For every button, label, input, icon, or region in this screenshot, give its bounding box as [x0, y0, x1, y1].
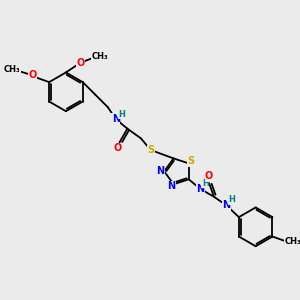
Text: O: O	[76, 58, 85, 68]
Text: H: H	[118, 110, 125, 118]
Text: N: N	[196, 184, 205, 194]
Text: H: H	[228, 195, 235, 204]
Text: CH₃: CH₃	[92, 52, 108, 62]
Text: O: O	[28, 70, 37, 80]
Text: O: O	[205, 171, 213, 182]
Text: O: O	[113, 143, 122, 153]
Text: N: N	[168, 181, 176, 191]
Text: H: H	[202, 179, 209, 188]
Text: N: N	[223, 200, 231, 211]
Text: CH₃: CH₃	[4, 65, 21, 74]
Text: N: N	[112, 114, 120, 124]
Text: N: N	[156, 166, 164, 176]
Text: S: S	[147, 145, 154, 155]
Text: S: S	[187, 156, 194, 167]
Text: CH₃: CH₃	[284, 237, 300, 246]
